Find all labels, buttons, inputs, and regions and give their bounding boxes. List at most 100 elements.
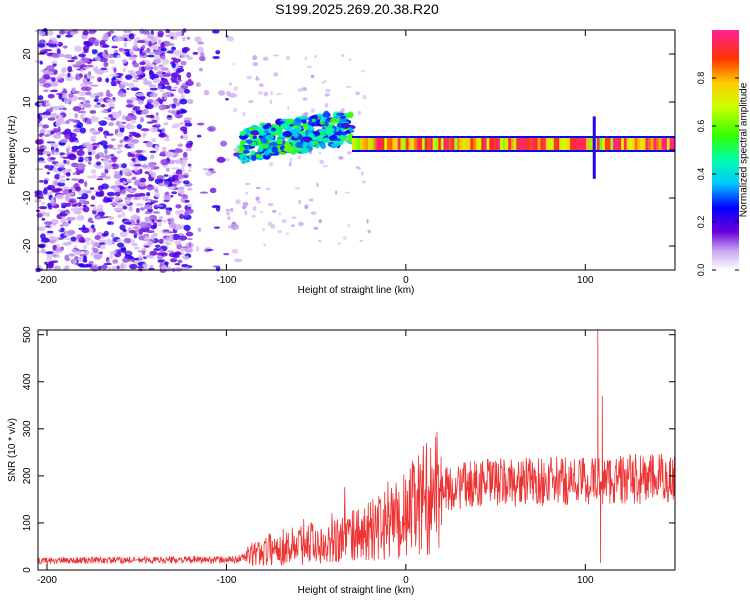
heatmap-cell xyxy=(246,75,253,80)
heatmap-cell xyxy=(37,160,47,163)
heatmap-cell xyxy=(288,161,292,167)
heatmap-cell xyxy=(664,136,668,138)
heatmap-cell xyxy=(170,258,178,263)
heatmap-cell xyxy=(360,171,364,176)
spectrogram-ytick-label: 20 xyxy=(22,48,33,60)
heatmap-cell xyxy=(578,136,581,138)
heatmap-cell xyxy=(664,138,668,150)
heatmap-cell xyxy=(354,136,358,138)
heatmap-cell xyxy=(100,190,105,197)
heatmap-cell xyxy=(634,138,638,150)
heatmap-cell xyxy=(50,77,56,82)
heatmap-cell xyxy=(508,150,511,152)
heatmap-cell xyxy=(346,150,352,155)
heatmap-cell xyxy=(63,88,67,92)
heatmap-cell xyxy=(88,151,92,156)
heatmap-cell xyxy=(491,138,495,150)
heatmap-cell xyxy=(314,54,317,59)
heatmap-cell xyxy=(149,114,155,119)
heatmap-cell xyxy=(139,222,149,229)
heatmap-cell xyxy=(293,133,299,139)
heatmap-cell xyxy=(154,244,161,248)
heatmap-cell xyxy=(443,136,447,138)
heatmap-cell xyxy=(440,138,444,150)
heatmap-cell xyxy=(640,150,643,152)
heatmap-cell xyxy=(263,150,269,156)
heatmap-cell xyxy=(89,109,97,114)
heatmap-cell xyxy=(94,56,101,61)
heatmap-cell xyxy=(71,249,79,253)
heatmap-cell xyxy=(362,138,366,150)
heatmap-cell xyxy=(68,192,75,196)
heatmap-cell xyxy=(187,187,193,192)
heatmap-cell xyxy=(276,141,284,145)
heatmap-cell xyxy=(122,205,128,210)
snr-ytick-label: 100 xyxy=(22,514,33,531)
heatmap-cell xyxy=(46,141,56,144)
heatmap-cell xyxy=(602,150,606,152)
heatmap-cell xyxy=(250,130,260,136)
heatmap-cell xyxy=(65,172,71,177)
heatmap-cell xyxy=(34,190,43,195)
heatmap-cell xyxy=(99,40,106,46)
heatmap-cell xyxy=(588,138,592,150)
heatmap-cell xyxy=(650,150,654,152)
heatmap-cell xyxy=(325,88,331,93)
heatmap-cell xyxy=(58,175,66,178)
heatmap-cell xyxy=(637,136,641,138)
heatmap-cell xyxy=(290,129,299,135)
heatmap-cell xyxy=(51,60,58,65)
heatmap-cell xyxy=(88,156,92,161)
heatmap-cell xyxy=(153,58,162,64)
heatmap-cell xyxy=(153,50,163,56)
heatmap-cell xyxy=(200,52,205,57)
heatmap-cell xyxy=(118,125,127,129)
heatmap-cell xyxy=(421,150,425,152)
heatmap-cell xyxy=(180,190,185,196)
heatmap-cell xyxy=(494,150,498,152)
heatmap-cell xyxy=(306,65,313,68)
heatmap-cell xyxy=(269,162,274,167)
heatmap-cell xyxy=(223,252,230,256)
heatmap-cell xyxy=(532,150,536,152)
heatmap-cell xyxy=(621,136,625,138)
heatmap-cell xyxy=(405,138,409,150)
heatmap-cell xyxy=(75,186,81,192)
heatmap-cell xyxy=(119,92,127,98)
heatmap-cell xyxy=(309,198,314,202)
heatmap-cell xyxy=(430,138,433,150)
heatmap-cell xyxy=(138,182,147,187)
heatmap-cell xyxy=(69,132,77,138)
heatmap-cell xyxy=(90,135,97,141)
heatmap-cell xyxy=(664,150,668,152)
heatmap-cell xyxy=(48,39,54,44)
heatmap-cell xyxy=(173,148,183,153)
heatmap-cell xyxy=(87,161,92,165)
heatmap-cell xyxy=(163,219,167,223)
heatmap-cell xyxy=(182,36,186,42)
heatmap-cell xyxy=(486,136,490,138)
heatmap-cell xyxy=(174,240,182,245)
heatmap-cell xyxy=(170,167,180,170)
heatmap-cell xyxy=(459,136,463,138)
heatmap-cell xyxy=(258,143,269,149)
heatmap-cell xyxy=(341,122,350,129)
heatmap-cell xyxy=(645,138,649,150)
heatmap-cell xyxy=(93,242,100,246)
heatmap-cell xyxy=(133,165,139,172)
heatmap-cell xyxy=(378,150,382,152)
heatmap-cell xyxy=(230,223,240,230)
heatmap-cell xyxy=(89,129,96,134)
heatmap-cell xyxy=(365,136,369,138)
heatmap-cell xyxy=(475,150,479,152)
heatmap-cell xyxy=(146,199,151,202)
heatmap-cell xyxy=(642,136,646,138)
heatmap-cell xyxy=(171,191,178,195)
heatmap-cell xyxy=(124,198,131,205)
heatmap-cell xyxy=(141,250,146,256)
heatmap-cell xyxy=(50,197,55,203)
heatmap-cell xyxy=(419,136,423,138)
heatmap-cell xyxy=(148,169,153,175)
heatmap-cell xyxy=(162,73,171,78)
heatmap-cell xyxy=(290,224,295,227)
